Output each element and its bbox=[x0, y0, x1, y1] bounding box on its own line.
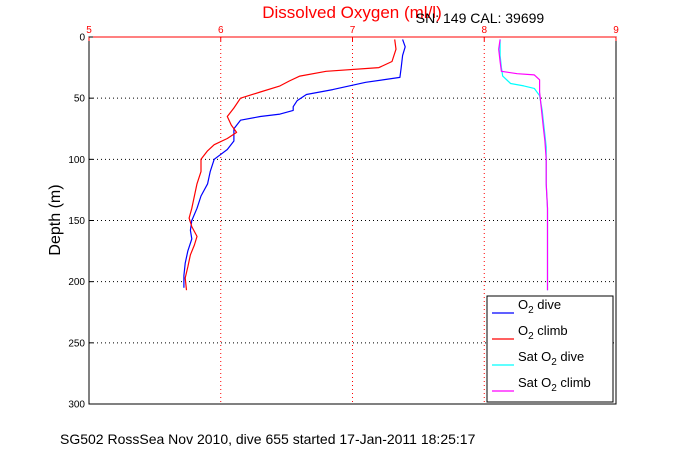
legend-entry: O2 climb bbox=[518, 323, 568, 342]
chart-title: Dissolved Oxygen (ml/l) bbox=[262, 3, 442, 22]
y-tick-label: 250 bbox=[68, 338, 85, 349]
y-tick-label: 0 bbox=[79, 33, 85, 44]
y-tick-label: 200 bbox=[68, 277, 85, 288]
x-ticks: 5 6 7 8 9 bbox=[86, 25, 619, 41]
y-tick-label: 50 bbox=[74, 94, 86, 105]
x-tick-label: 5 bbox=[86, 25, 92, 36]
y-axis-label: Depth (m) bbox=[47, 184, 64, 255]
y-tick-label: 100 bbox=[68, 155, 85, 166]
footer-caption: SG502 RossSea Nov 2010, dive 655 started… bbox=[60, 431, 476, 447]
legend-box bbox=[486, 295, 614, 403]
series-line-1 bbox=[184, 39, 397, 291]
legend-entry: Sat O2 dive bbox=[518, 349, 584, 368]
x-tick-label: 6 bbox=[218, 25, 224, 36]
legend: O2 dive O2 climb Sat O2 dive Sat O2 climb bbox=[486, 295, 614, 403]
y-tick-label: 300 bbox=[68, 400, 85, 411]
y-tick-label: 150 bbox=[68, 216, 85, 227]
chart-subtitle: SN: 149 CAL: 39699 bbox=[416, 10, 545, 26]
x-tick-label: 7 bbox=[350, 25, 356, 36]
series-layer bbox=[183, 39, 549, 291]
legend-entry: O2 dive bbox=[518, 297, 561, 316]
x-tick-label: 8 bbox=[481, 25, 487, 36]
y-ticks: 0 50 100 150 200 250 300 bbox=[68, 33, 93, 411]
series-line-3 bbox=[498, 39, 549, 291]
legend-entry: Sat O2 climb bbox=[518, 375, 591, 394]
x-tick-label: 9 bbox=[613, 25, 619, 36]
